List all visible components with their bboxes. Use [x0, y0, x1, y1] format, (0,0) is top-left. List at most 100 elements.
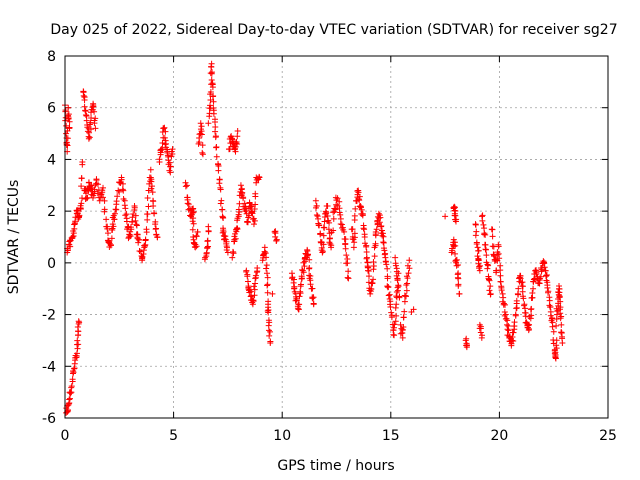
data-point-fill [251, 217, 258, 224]
data-point-fill [298, 281, 304, 288]
data-point [143, 226, 150, 233]
data-point-fill [404, 262, 411, 269]
data-point-fill [309, 285, 316, 292]
data-point-fill [70, 365, 77, 372]
data-point-fill [393, 268, 400, 275]
data-point-fill [553, 342, 560, 349]
data-point-fill [349, 226, 356, 233]
data-point-fill [498, 287, 505, 294]
data-point-fill [543, 272, 550, 279]
data-point-fill [132, 217, 139, 224]
data-point-fill [356, 193, 363, 200]
data-point-fill [542, 267, 549, 274]
data-point-fill [450, 243, 457, 250]
data-point-fill [263, 265, 270, 272]
data-point-fill [201, 256, 208, 263]
data-point [559, 340, 566, 347]
data-point-fill [296, 301, 303, 308]
data-point-fill [351, 239, 358, 246]
data-point-fill [541, 264, 548, 271]
data-point-fill [207, 102, 214, 109]
data-point-fill [92, 115, 99, 122]
data-point-fill [518, 279, 525, 286]
data-point-fill [127, 233, 134, 240]
data-point-fill [267, 328, 274, 335]
data-point-fill [401, 308, 408, 315]
data-point [207, 96, 214, 103]
data-point-fill [66, 395, 73, 402]
data-point-fill [243, 207, 250, 214]
data-point-fill [142, 236, 149, 243]
data-point-fill [133, 222, 140, 229]
data-point [252, 280, 259, 287]
data-point-fill [342, 236, 349, 243]
data-point [306, 265, 313, 272]
data-point-fill [391, 321, 398, 328]
data-point-fill [159, 145, 166, 152]
data-point-fill [549, 323, 556, 330]
data-point-fill [121, 202, 128, 209]
data-point-fill [479, 212, 486, 219]
data-point-fill [529, 289, 536, 296]
data-point-fill [399, 329, 406, 336]
data-point-fill [304, 251, 311, 258]
data-point-fill [376, 219, 383, 226]
data-point-fill [272, 230, 279, 237]
data-point [452, 218, 459, 225]
data-point [85, 135, 92, 142]
x-axis-label: GPS time / hours [277, 458, 394, 474]
data-point-fill [533, 270, 540, 277]
data-point [404, 280, 411, 287]
data-point [244, 218, 251, 225]
data-point-fill [370, 276, 377, 283]
data-point [312, 197, 319, 204]
data-point-fill [453, 262, 460, 269]
data-point-fill [306, 256, 313, 263]
data-point-fill [556, 292, 563, 299]
data-point-fill [84, 128, 91, 135]
data-point-fill [251, 286, 258, 293]
data-point-fill [352, 205, 359, 212]
data-point-fill [497, 278, 504, 285]
data-point [319, 249, 326, 256]
data-point-fill [370, 258, 377, 265]
data-point-fill [232, 235, 239, 242]
x-tick-label: 20 [490, 428, 508, 444]
data-point [111, 210, 118, 217]
x-tick-label: 10 [273, 428, 291, 444]
data-point-fill [485, 262, 492, 269]
data-point [237, 182, 244, 189]
data-point-fill [149, 189, 156, 196]
data-point [361, 234, 368, 240]
data-point-fill [304, 252, 311, 259]
data-point [401, 298, 408, 305]
data-point-fill [393, 312, 400, 319]
data-point-fill [452, 242, 459, 249]
data-point-fill [148, 178, 155, 185]
data-point [167, 169, 174, 176]
data-point-fill [510, 338, 517, 345]
data-point-fill [134, 231, 141, 238]
data-point-fill [473, 239, 480, 246]
data-point-fill [91, 108, 98, 115]
data-point-fill [91, 188, 98, 195]
data-point [224, 249, 231, 256]
data-point-fill [111, 216, 118, 223]
data-point-fill [455, 262, 462, 269]
data-point-fill [406, 265, 413, 272]
data-point-fill [330, 215, 337, 222]
data-point-fill [360, 225, 367, 232]
data-point-fill [86, 134, 93, 141]
data-point-fill [504, 326, 511, 333]
data-point-fill [107, 242, 114, 249]
data-point-fill [300, 269, 307, 276]
data-point-fill [365, 273, 372, 280]
data-point [325, 226, 332, 233]
data-point [147, 166, 154, 173]
data-point-fill [215, 167, 222, 174]
data-point-fill [213, 153, 220, 160]
data-point-fill [243, 268, 250, 275]
data-point-fill [393, 289, 400, 296]
data-point [497, 272, 504, 279]
data-point-fill [530, 276, 537, 283]
